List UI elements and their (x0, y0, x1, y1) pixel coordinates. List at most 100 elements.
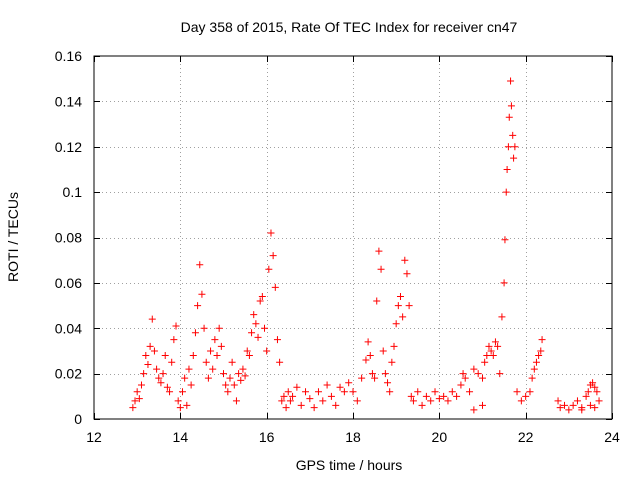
x-tick-label: 22 (518, 429, 534, 445)
data-point (491, 338, 499, 346)
data-point (211, 336, 219, 344)
x-tick-label: 14 (173, 429, 189, 445)
data-point (513, 388, 521, 396)
data-point (263, 347, 271, 355)
data-point (265, 265, 273, 273)
y-tick-label: 0.16 (55, 48, 82, 64)
data-point (194, 302, 202, 310)
data-point (494, 342, 502, 350)
data-point (224, 388, 232, 396)
y-tick-label: 0.1 (63, 184, 83, 200)
data-point (573, 397, 581, 405)
data-point (507, 77, 515, 85)
y-tick-label: 0.04 (55, 320, 82, 336)
data-point (245, 351, 253, 359)
data-point (582, 392, 590, 400)
data-point (280, 392, 288, 400)
data-point (230, 381, 238, 389)
data-point (561, 401, 569, 409)
data-point (530, 365, 538, 373)
data-point (589, 379, 597, 387)
data-point (396, 292, 404, 300)
data-point (250, 311, 258, 319)
data-point (381, 370, 389, 378)
data-point (532, 358, 540, 366)
data-point (176, 404, 184, 412)
data-point (466, 388, 474, 396)
data-point (200, 324, 208, 332)
data-point (474, 370, 482, 378)
data-point (511, 143, 519, 151)
data-point (196, 261, 204, 269)
data-point (388, 358, 396, 366)
data-point (293, 383, 301, 391)
data-point (148, 315, 156, 323)
data-point (358, 374, 366, 382)
data-point (207, 347, 215, 355)
data-point (232, 397, 240, 405)
data-point (502, 188, 510, 196)
data-point (276, 358, 284, 366)
data-point (284, 388, 292, 396)
data-point (353, 397, 361, 405)
data-point (157, 379, 165, 387)
data-point (345, 379, 353, 387)
data-point (273, 336, 281, 344)
data-point (191, 329, 199, 337)
data-point (204, 374, 212, 382)
data-point (131, 397, 139, 405)
data-point (181, 374, 189, 382)
data-point (431, 388, 439, 396)
data-point (289, 392, 297, 400)
data-point (418, 401, 426, 409)
data-point (241, 372, 249, 380)
data-point (258, 292, 266, 300)
data-point (496, 370, 504, 378)
y-tick-label: 0.02 (55, 366, 82, 382)
data-point (133, 388, 141, 396)
data-point (448, 388, 456, 396)
data-point (135, 395, 143, 403)
data-point (394, 302, 402, 310)
grid (94, 56, 612, 419)
data-point (282, 404, 290, 412)
data-point (323, 381, 331, 389)
data-point (522, 392, 530, 400)
data-point (505, 113, 513, 121)
data-point (185, 365, 193, 373)
data-point (526, 388, 534, 396)
data-point (286, 397, 294, 405)
x-tick-label: 12 (86, 429, 102, 445)
data-point (504, 143, 512, 151)
data-point (565, 406, 573, 414)
data-point (163, 383, 171, 391)
data-point (261, 324, 269, 332)
data-point (569, 401, 577, 409)
data-point (538, 336, 546, 344)
data-point (187, 381, 195, 389)
data-point (409, 397, 417, 405)
data-point (593, 388, 601, 396)
data-point (501, 236, 509, 244)
data-point (461, 374, 469, 382)
data-point (319, 397, 327, 405)
data-point (239, 365, 247, 373)
data-point (161, 351, 169, 359)
data-point (140, 370, 148, 378)
data-point (390, 342, 398, 350)
data-point (248, 329, 256, 337)
data-point (267, 229, 275, 237)
data-point (278, 397, 286, 405)
y-axis-label: ROTI / TECUs (5, 192, 21, 282)
axis-ticks: 12 14 16 18 20 22 24 0 0.02 0.04 0.06 0.08 0.1 0.12 0.… (55, 48, 620, 445)
data-point (366, 351, 374, 359)
data-point (297, 401, 305, 409)
data-point (166, 388, 174, 396)
chart-title: Day 358 of 2015, Rate Of TEC Index for r… (181, 19, 518, 35)
data-point (479, 374, 486, 382)
data-point (485, 342, 493, 350)
data-point (362, 356, 370, 364)
data-point (215, 324, 223, 332)
data-point (537, 347, 545, 355)
